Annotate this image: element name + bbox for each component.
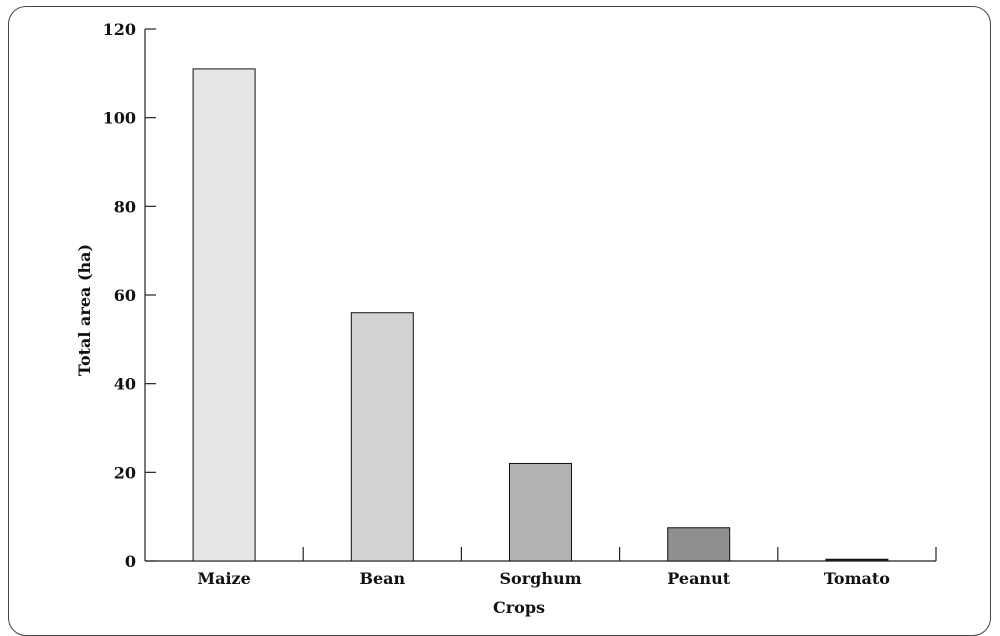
y-tick-label: 120	[103, 20, 136, 39]
bar	[350, 312, 414, 562]
x-tick-label: Tomato	[824, 569, 890, 588]
x-tick-label: Bean	[359, 569, 405, 588]
y-tick-label: 80	[114, 197, 136, 216]
y-axis: 0 20 40 60 80 100 120	[103, 20, 156, 571]
y-tick-label: 40	[114, 375, 136, 394]
bar	[192, 68, 256, 562]
bar	[667, 527, 731, 562]
x-tick-label: Peanut	[667, 569, 730, 588]
y-tick-label: 0	[125, 552, 136, 571]
bar	[825, 558, 889, 562]
x-tick-label: Maize	[197, 569, 250, 588]
y-tick-label: 20	[114, 463, 136, 482]
bars	[192, 68, 889, 562]
bar	[509, 462, 572, 562]
y-tick-label: 100	[103, 109, 136, 128]
x-tick-label: Sorghum	[499, 569, 581, 588]
y-axis-title: Total area (ha)	[75, 244, 94, 376]
x-axis-title: Crops	[493, 598, 545, 617]
y-tick-label: 60	[114, 286, 136, 305]
